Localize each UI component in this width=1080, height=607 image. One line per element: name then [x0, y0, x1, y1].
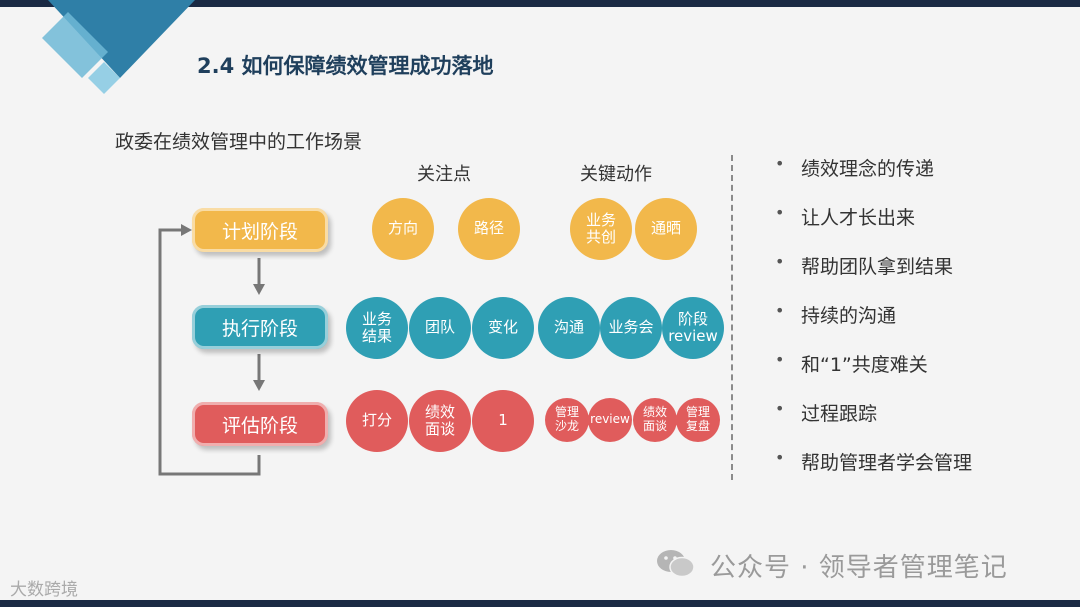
- stage-plan: 计划阶段: [192, 208, 328, 252]
- list-item: • 帮助团队拿到结果: [775, 252, 972, 301]
- list-item-text: 帮助团队拿到结果: [801, 256, 954, 278]
- bullet-icon: •: [775, 399, 785, 418]
- stage-evaluate: 评估阶段: [192, 402, 328, 446]
- bullet-icon: •: [775, 203, 785, 222]
- responsibility-list: • 绩效理念的传递 • 让人才长出来 • 帮助团队拿到结果 • 持续的沟通 • 和“1”共…: [775, 154, 972, 497]
- list-item: • 和“1”共度难关: [775, 350, 972, 399]
- slide-subtitle: 政委在绩效管理中的工作场景: [115, 131, 363, 153]
- stage-execute-label: 执行阶段: [221, 317, 298, 340]
- stage-execute: 执行阶段: [192, 305, 328, 349]
- action-plan-circle: 业务 共创: [570, 198, 632, 260]
- list-item: • 过程跟踪: [775, 399, 972, 448]
- focus-exec-circle: 团队: [409, 297, 471, 359]
- focus-plan-circle: 方向: [372, 198, 434, 260]
- stage-plan-label: 计划阶段: [221, 220, 298, 243]
- slide-title: 2.4 如何保障绩效管理成功落地: [197, 54, 494, 78]
- actions-column-header: 关键动作: [580, 164, 652, 185]
- action-plan-circle: 通晒: [635, 198, 697, 260]
- action-eval-circle: 管理 复盘: [676, 398, 720, 442]
- bullet-icon: •: [775, 448, 785, 467]
- focus-eval-circle: 1: [472, 390, 534, 452]
- action-exec-circle: 业务会: [600, 297, 662, 359]
- bullet-icon: •: [775, 301, 785, 320]
- corner-watermark: 大数跨境: [10, 580, 78, 600]
- wechat-icon: [657, 550, 695, 578]
- list-item-text: 让人才长出来: [801, 207, 916, 229]
- list-item: • 让人才长出来: [775, 203, 972, 252]
- focus-plan-circle: 路径: [458, 198, 520, 260]
- list-item: • 绩效理念的传递: [775, 154, 972, 203]
- stage-evaluate-label: 评估阶段: [221, 414, 298, 437]
- action-eval-circle: review: [588, 398, 632, 442]
- list-item-text: 过程跟踪: [801, 403, 878, 425]
- bullet-icon: •: [775, 154, 785, 173]
- dashed-divider: [731, 155, 733, 480]
- action-eval-circle: 管理 沙龙: [545, 398, 589, 442]
- focus-exec-circle: 业务 结果: [346, 297, 408, 359]
- focus-eval-circle: 绩效 面谈: [409, 390, 471, 452]
- list-item: • 帮助管理者学会管理: [775, 448, 972, 497]
- list-item-text: 绩效理念的传递: [801, 158, 935, 180]
- corner-decoration: [42, 0, 195, 94]
- list-item-text: 帮助管理者学会管理: [801, 452, 973, 474]
- list-item: • 持续的沟通: [775, 301, 972, 350]
- action-exec-circle: 阶段 review: [662, 297, 724, 359]
- action-exec-circle: 沟通: [538, 297, 600, 359]
- action-eval-circle: 绩效 面谈: [633, 398, 677, 442]
- list-item-text: 和“1”共度难关: [801, 354, 928, 376]
- list-item-text: 持续的沟通: [801, 305, 897, 327]
- bullet-icon: •: [775, 350, 785, 369]
- top-bar: [0, 0, 1080, 7]
- watermark-text: 公众号 · 领导者管理笔记: [710, 553, 1008, 583]
- bottom-bar: [0, 600, 1080, 607]
- focus-eval-circle: 打分: [346, 390, 408, 452]
- bullet-icon: •: [775, 252, 785, 271]
- focus-exec-circle: 变化: [472, 297, 534, 359]
- focus-column-header: 关注点: [417, 164, 471, 185]
